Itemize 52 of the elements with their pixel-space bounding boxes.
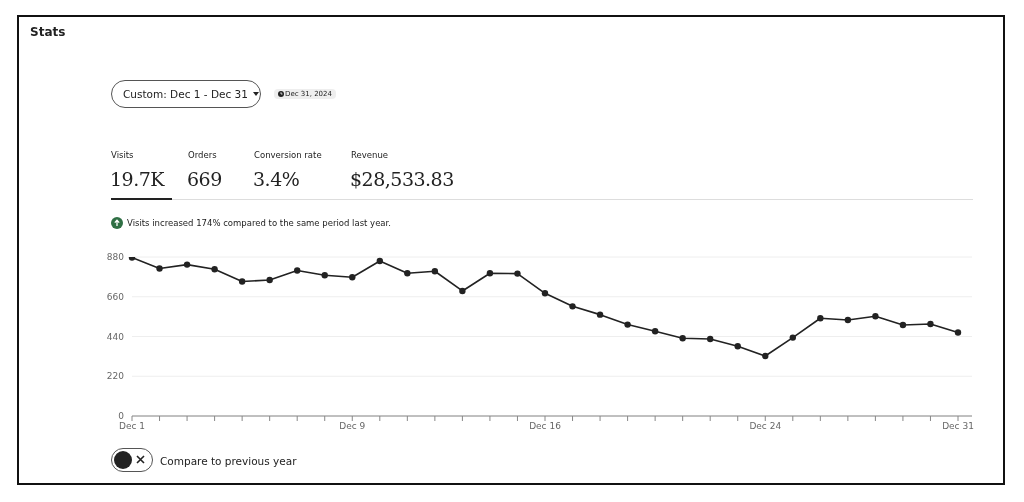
point — [294, 267, 301, 274]
text: Custom: Dec 1 - Dec 31 — [123, 88, 248, 100]
point — [376, 257, 383, 265]
y-tick-label: 220 — [106, 371, 125, 382]
y-tick-label: 440 — [106, 331, 125, 342]
point — [679, 335, 686, 342]
text: Revenue — [351, 150, 389, 160]
text: Compare to previous year — [160, 455, 297, 467]
point — [321, 272, 328, 279]
text: $28,533.83 — [350, 168, 454, 190]
chart-title: Stats — [30, 25, 66, 39]
point — [734, 343, 741, 350]
point — [954, 329, 962, 336]
x-tick-label: Dec 31 — [942, 421, 974, 432]
text: Visits — [111, 150, 134, 160]
point — [707, 335, 714, 343]
point — [514, 270, 521, 277]
point — [762, 352, 769, 360]
point — [569, 303, 576, 310]
x-tick-label: Dec 9 — [339, 421, 366, 432]
text: Conversion rate — [254, 150, 322, 160]
x-tick-label: Dec 1 — [118, 421, 146, 432]
point — [238, 278, 246, 285]
point — [431, 268, 439, 275]
text: 3.4% — [253, 168, 300, 190]
point — [872, 313, 879, 320]
point — [899, 321, 907, 329]
point — [817, 315, 824, 322]
point — [927, 320, 934, 328]
point — [789, 334, 796, 341]
text: Visits increased 174% compared to the same period last year. — [127, 218, 391, 228]
point — [183, 261, 191, 268]
y-tick-label: 660 — [106, 291, 125, 302]
point — [266, 276, 273, 284]
point — [211, 266, 218, 273]
y-tick-label: 0 — [118, 411, 125, 422]
x-tick-label: Dec 16 — [529, 421, 562, 432]
text: 669 — [187, 168, 222, 190]
point — [459, 287, 466, 295]
point — [596, 311, 604, 318]
point — [404, 270, 411, 277]
x-tick-label: Dec 24 — [749, 421, 782, 432]
point — [541, 290, 549, 297]
y-tick-label: 880 — [106, 252, 125, 263]
point — [651, 328, 659, 335]
point — [844, 316, 852, 324]
text: Orders — [188, 150, 217, 160]
point — [349, 274, 356, 281]
point — [624, 321, 631, 328]
point — [486, 270, 494, 277]
text: 19.7K — [110, 168, 164, 190]
point — [156, 265, 163, 272]
